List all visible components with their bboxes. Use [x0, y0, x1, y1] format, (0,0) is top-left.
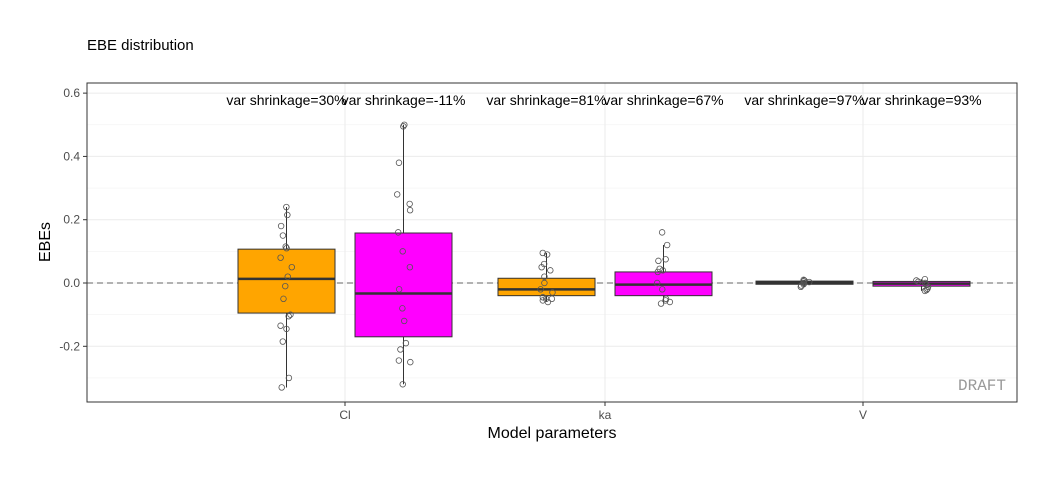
- data-point: [401, 121, 408, 128]
- shrinkage-label: var shrinkage=93%: [861, 92, 981, 108]
- data-point: [666, 298, 674, 306]
- data-point: [277, 322, 284, 329]
- x-axis-label: Model parameters: [488, 425, 617, 442]
- data-point: [653, 279, 661, 287]
- shrinkage-label: var shrinkage=30%: [226, 92, 346, 108]
- data-point: [283, 244, 290, 252]
- data-point: [657, 300, 665, 307]
- plot-border: [86, 82, 1018, 403]
- data-point: [282, 243, 289, 250]
- data-point: [662, 256, 669, 263]
- data-point: [402, 339, 410, 347]
- y-tick-label: -0.2: [59, 339, 80, 353]
- data-point: [659, 286, 666, 293]
- data-point: [542, 295, 550, 303]
- data-point: [797, 283, 805, 291]
- data-point: [543, 251, 551, 258]
- data-point: [537, 286, 544, 293]
- data-point: [656, 265, 663, 272]
- data-point: [539, 294, 547, 301]
- y-axis-label: EBEs: [37, 222, 54, 262]
- y-tick-label: 0.4: [63, 149, 80, 163]
- data-point: [397, 346, 404, 353]
- data-point: [913, 277, 920, 284]
- data-point: [915, 278, 922, 285]
- data-point: [285, 374, 293, 382]
- data-point: [655, 257, 662, 265]
- box: [354, 232, 453, 338]
- data-point: [284, 211, 291, 219]
- data-point: [923, 281, 930, 289]
- shrinkage-label: var shrinkage=67%: [603, 92, 723, 108]
- shrinkage-label: var shrinkage=97%: [744, 92, 864, 108]
- y-tick-label: 0.0: [63, 276, 80, 290]
- data-point: [400, 123, 407, 130]
- data-point: [921, 287, 929, 295]
- shrinkage-label: var shrinkage=-11%: [342, 92, 466, 108]
- data-point: [662, 297, 669, 304]
- data-point: [279, 232, 287, 239]
- data-point: [284, 273, 291, 280]
- data-point: [654, 268, 661, 276]
- data-point: [406, 207, 414, 214]
- data-point: [283, 203, 290, 211]
- data-point: [399, 305, 406, 312]
- y-tick-label: 0.2: [63, 213, 80, 227]
- data-point: [800, 276, 807, 284]
- data-point: [285, 313, 292, 320]
- draft-watermark: DRAFT: [958, 377, 1006, 395]
- data-point: [395, 286, 403, 293]
- y-tick-label: 0.6: [63, 86, 80, 100]
- data-point: [407, 358, 414, 366]
- data-point: [401, 317, 408, 325]
- data-point: [539, 249, 546, 257]
- data-point: [278, 384, 285, 391]
- data-point: [280, 295, 287, 303]
- data-point: [921, 276, 929, 283]
- x-tick-label: Cl: [339, 408, 350, 422]
- x-tick-label: ka: [599, 408, 612, 422]
- data-point: [279, 338, 286, 345]
- plot-panel: [87, 83, 1017, 402]
- data-point: [287, 311, 294, 318]
- data-point: [395, 159, 403, 166]
- data-point: [541, 273, 548, 280]
- data-point: [399, 381, 406, 388]
- data-point: [538, 263, 545, 271]
- data-point: [394, 229, 402, 236]
- data-point: [288, 263, 296, 271]
- data-point: [395, 357, 403, 364]
- data-point: [923, 286, 930, 294]
- data-point: [282, 282, 289, 290]
- data-point: [399, 248, 406, 255]
- data-point: [406, 263, 414, 271]
- data-point: [658, 229, 666, 236]
- data-point: [394, 191, 401, 198]
- data-point: [544, 298, 552, 306]
- chart-title: EBE distribution: [87, 37, 194, 54]
- data-point: [547, 267, 554, 274]
- x-tick-label: V: [859, 408, 867, 422]
- data-point: [663, 241, 671, 249]
- box: [237, 248, 336, 314]
- data-point: [406, 200, 413, 208]
- shrinkage-label: var shrinkage=81%: [486, 92, 606, 108]
- data-point: [277, 222, 285, 230]
- data-point: [283, 325, 290, 333]
- data-point: [277, 254, 284, 261]
- data-point: [549, 289, 556, 296]
- data-point: [541, 279, 548, 287]
